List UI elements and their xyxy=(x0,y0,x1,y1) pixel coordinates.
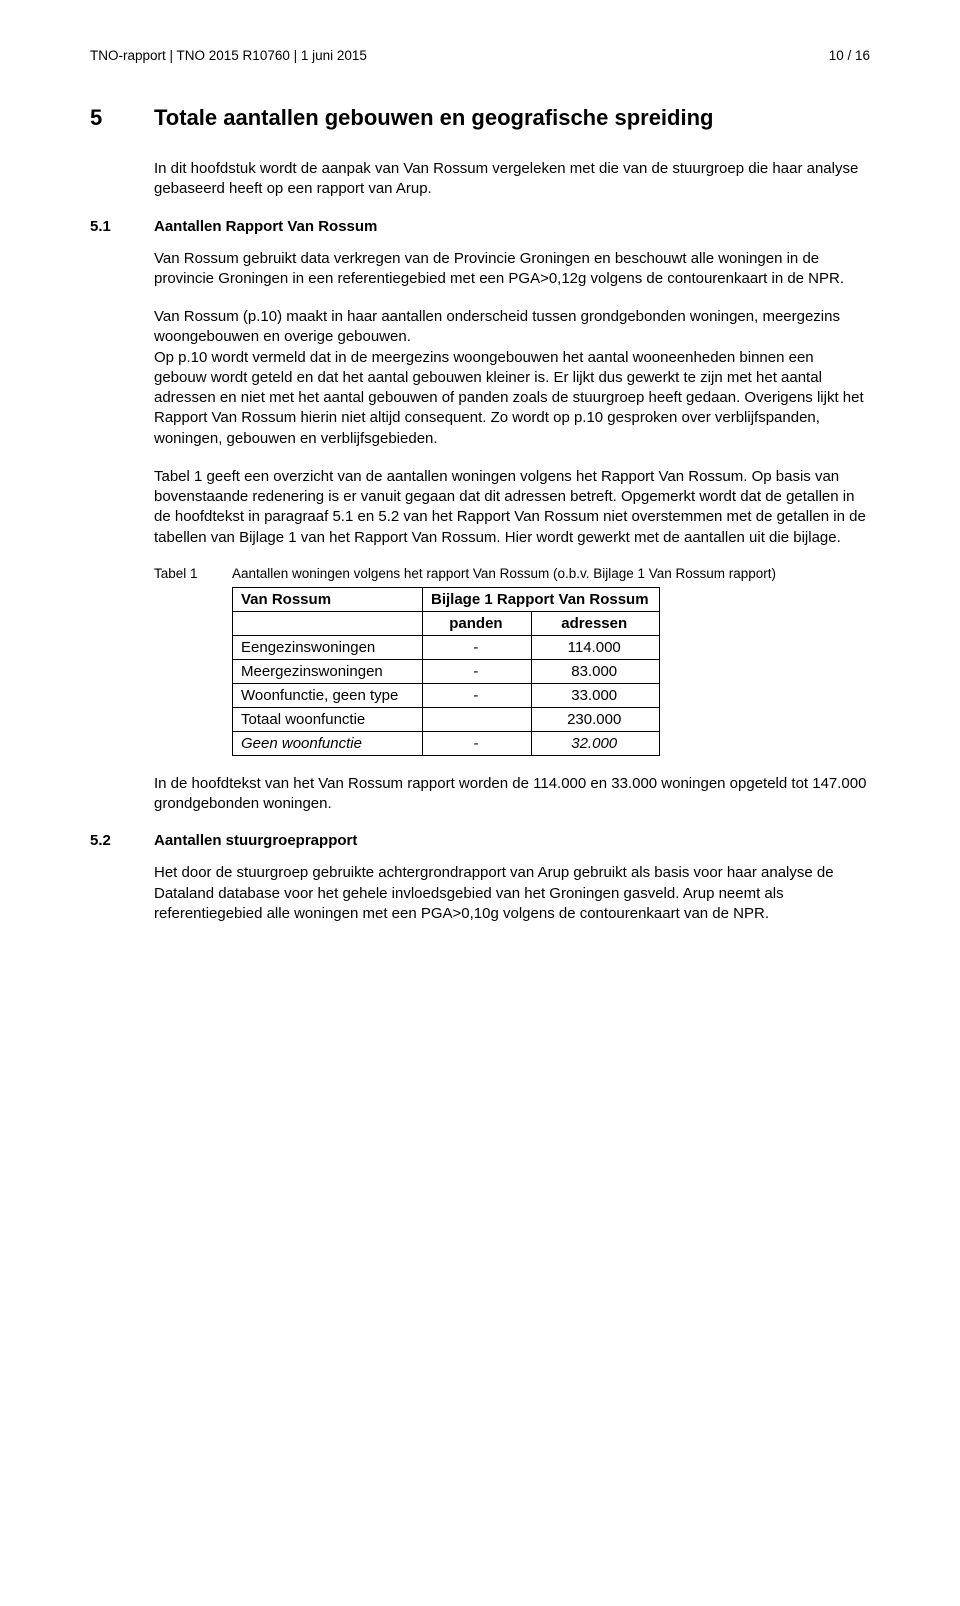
table-subheader-cell: panden xyxy=(423,611,532,635)
chapter-title: Totale aantallen gebouwen en geografisch… xyxy=(154,105,870,131)
table-1: Van Rossum Bijlage 1 Rapport Van Rossum … xyxy=(232,587,660,756)
paragraph: Van Rossum gebruikt data verkregen van d… xyxy=(154,249,870,290)
section-title: Aantallen Rapport Van Rossum xyxy=(154,218,870,235)
intro-block: In dit hoofdstuk wordt de aanpak van Van… xyxy=(154,159,870,200)
section-5-1-heading: 5.1 Aantallen Rapport Van Rossum xyxy=(90,218,870,235)
table-row: Totaal woonfunctie 230.000 xyxy=(233,707,660,731)
section-5-1-body: Van Rossum gebruikt data verkregen van d… xyxy=(154,249,870,548)
table-header-cell: Van Rossum xyxy=(233,587,423,611)
page: TNO-rapport | TNO 2015 R10760 | 1 juni 2… xyxy=(0,0,960,1002)
table-cell-label: Woonfunctie, geen type xyxy=(233,683,423,707)
table-1-block: Tabel 1 Aantallen woningen volgens het r… xyxy=(154,566,870,756)
intro-paragraph: In dit hoofdstuk wordt de aanpak van Van… xyxy=(154,159,870,200)
header-right: 10 / 16 xyxy=(829,48,870,63)
running-header: TNO-rapport | TNO 2015 R10760 | 1 juni 2… xyxy=(90,48,870,63)
table-cell-label: Eengezinswoningen xyxy=(233,635,423,659)
table-caption-text: Aantallen woningen volgens het rapport V… xyxy=(232,566,870,581)
paragraph: Tabel 1 geeft een overzicht van de aanta… xyxy=(154,467,870,548)
table-row: Eengezinswoningen - 114.000 xyxy=(233,635,660,659)
table-header-row: Van Rossum Bijlage 1 Rapport Van Rossum xyxy=(233,587,660,611)
table-cell: 114.000 xyxy=(531,635,659,659)
table-header-cell: Bijlage 1 Rapport Van Rossum xyxy=(423,587,660,611)
table-caption-label: Tabel 1 xyxy=(154,566,232,581)
section-5-2-heading: 5.2 Aantallen stuurgroeprapport xyxy=(90,832,870,849)
paragraph: Van Rossum (p.10) maakt in haar aantalle… xyxy=(154,307,870,449)
section-title: Aantallen stuurgroeprapport xyxy=(154,832,870,849)
paragraph: In de hoofdtekst van het Van Rossum rapp… xyxy=(154,774,870,815)
section-number: 5.1 xyxy=(90,218,154,235)
table-subheader-row: panden adressen xyxy=(233,611,660,635)
section-5-2-body: Het door de stuurgroep gebruikte achterg… xyxy=(154,863,870,924)
table-cell: 33.000 xyxy=(531,683,659,707)
table-caption: Tabel 1 Aantallen woningen volgens het r… xyxy=(154,566,870,581)
table-cell: - xyxy=(423,731,532,755)
table-subheader-cell: adressen xyxy=(531,611,659,635)
table-cell: 32.000 xyxy=(531,731,659,755)
table-cell: 230.000 xyxy=(531,707,659,731)
section-number: 5.2 xyxy=(90,832,154,849)
table-cell-label: Meergezinswoningen xyxy=(233,659,423,683)
table-cell-label: Geen woonfunctie xyxy=(233,731,423,755)
table-cell: 83.000 xyxy=(531,659,659,683)
table-cell: - xyxy=(423,635,532,659)
table-cell-label: Totaal woonfunctie xyxy=(233,707,423,731)
table-row: Geen woonfunctie - 32.000 xyxy=(233,731,660,755)
paragraph: Het door de stuurgroep gebruikte achterg… xyxy=(154,863,870,924)
table-row: Woonfunctie, geen type - 33.000 xyxy=(233,683,660,707)
table-cell xyxy=(233,611,423,635)
table-cell: - xyxy=(423,683,532,707)
after-table-block: In de hoofdtekst van het Van Rossum rapp… xyxy=(154,774,870,815)
header-left: TNO-rapport | TNO 2015 R10760 | 1 juni 2… xyxy=(90,48,367,63)
chapter-heading: 5 Totale aantallen gebouwen en geografis… xyxy=(90,105,870,131)
table-cell: - xyxy=(423,659,532,683)
chapter-number: 5 xyxy=(90,105,154,131)
table-cell xyxy=(423,707,532,731)
table-row: Meergezinswoningen - 83.000 xyxy=(233,659,660,683)
